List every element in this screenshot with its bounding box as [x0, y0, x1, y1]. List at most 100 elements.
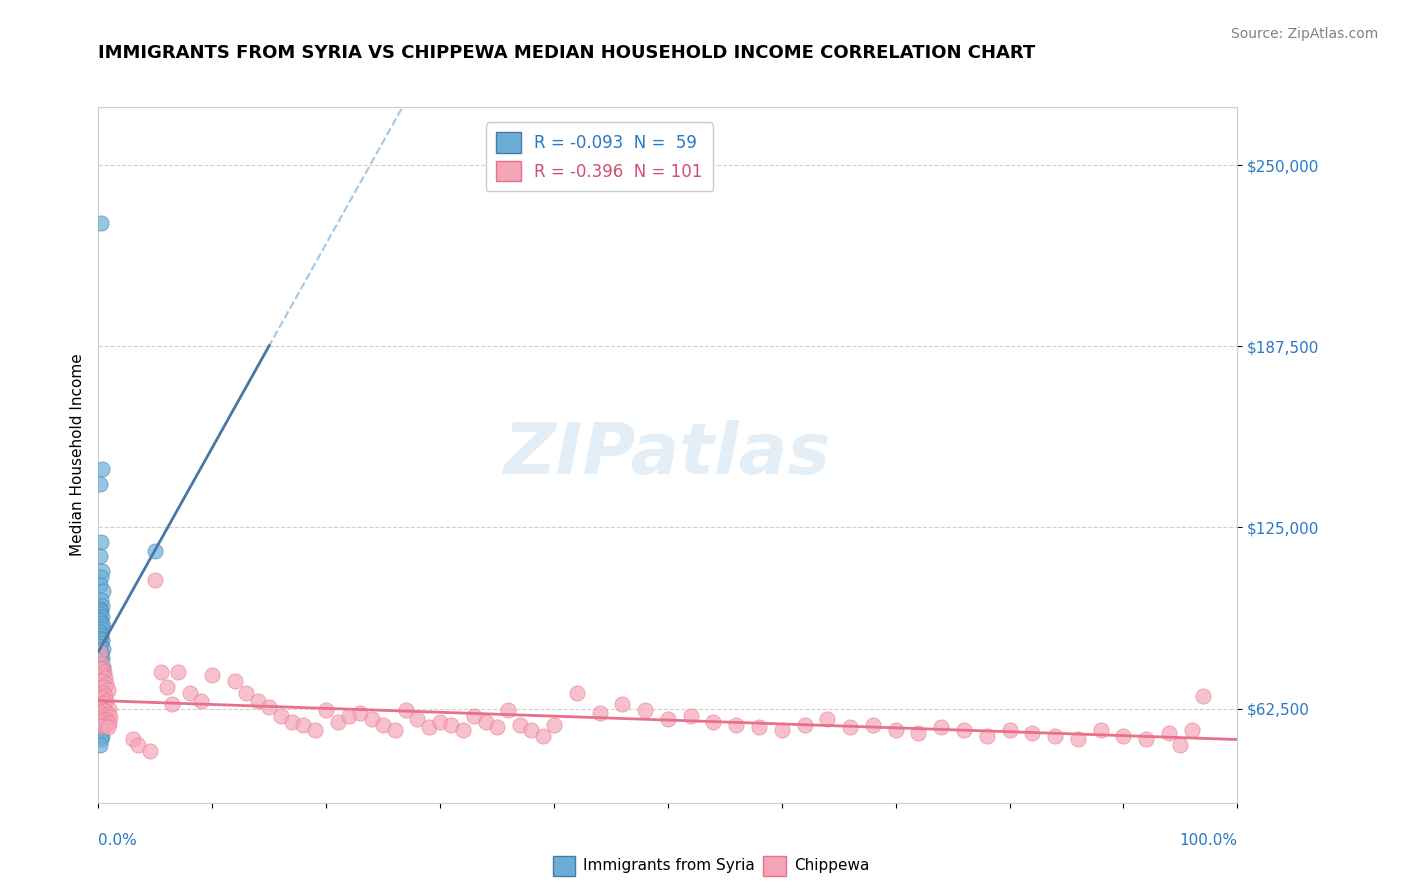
- Point: [815, 712, 838, 726]
- Point: [1090, 723, 1112, 738]
- Point: [91, 708, 114, 723]
- Point: [91, 619, 114, 633]
- Point: [90, 691, 112, 706]
- Point: [97, 701, 120, 715]
- Point: [90, 668, 112, 682]
- Point: [156, 680, 179, 694]
- Point: [360, 712, 382, 726]
- Point: [90, 706, 112, 720]
- Point: [96, 682, 118, 697]
- Point: [162, 698, 184, 712]
- Point: [91, 712, 114, 726]
- Point: [90, 462, 112, 476]
- Point: [429, 714, 451, 729]
- Point: [91, 703, 114, 717]
- Point: [406, 712, 429, 726]
- Point: [89, 549, 111, 564]
- Point: [90, 628, 112, 642]
- Point: [89, 680, 111, 694]
- Point: [90, 691, 112, 706]
- Point: [90, 633, 112, 648]
- Point: [259, 700, 281, 714]
- Point: [90, 677, 112, 691]
- Point: [90, 717, 112, 731]
- Point: [395, 703, 418, 717]
- Text: 0.0%: 0.0%: [98, 833, 138, 848]
- Point: [201, 668, 224, 682]
- Point: [543, 717, 565, 731]
- Text: Source: ZipAtlas.com: Source: ZipAtlas.com: [1230, 27, 1378, 41]
- Point: [89, 657, 111, 671]
- Point: [451, 723, 474, 738]
- Point: [91, 668, 114, 682]
- Point: [1181, 723, 1204, 738]
- Point: [884, 723, 907, 738]
- Point: [90, 216, 112, 230]
- Point: [90, 698, 112, 712]
- Point: [89, 671, 111, 685]
- Point: [90, 610, 112, 624]
- Point: [1170, 738, 1192, 752]
- Point: [90, 689, 112, 703]
- Point: [1112, 729, 1135, 743]
- Point: [91, 659, 114, 673]
- Point: [326, 714, 349, 729]
- Point: [89, 648, 111, 662]
- Point: [90, 657, 112, 671]
- Point: [89, 613, 111, 627]
- Legend: R = -0.093  N =  59, R = -0.396  N = 101: R = -0.093 N = 59, R = -0.396 N = 101: [486, 122, 713, 191]
- Point: [150, 665, 173, 680]
- Point: [953, 723, 976, 738]
- Point: [138, 744, 160, 758]
- Point: [93, 665, 115, 680]
- Point: [93, 708, 115, 723]
- Point: [91, 685, 114, 699]
- Point: [93, 680, 115, 694]
- Point: [657, 712, 679, 726]
- Point: [246, 694, 269, 708]
- Point: [96, 677, 118, 691]
- Point: [1157, 726, 1180, 740]
- Point: [89, 639, 111, 653]
- Point: [90, 674, 112, 689]
- Text: Immigrants from Syria: Immigrants from Syria: [583, 858, 755, 872]
- Point: [725, 717, 748, 731]
- Point: [224, 674, 246, 689]
- Point: [337, 708, 360, 723]
- Point: [90, 645, 112, 659]
- Text: IMMIGRANTS FROM SYRIA VS CHIPPEWA MEDIAN HOUSEHOLD INCOME CORRELATION CHART: IMMIGRANTS FROM SYRIA VS CHIPPEWA MEDIAN…: [98, 45, 1036, 62]
- Point: [588, 706, 610, 720]
- Point: [486, 721, 509, 735]
- Point: [90, 662, 112, 676]
- Point: [89, 694, 111, 708]
- Point: [90, 682, 112, 697]
- Point: [90, 622, 112, 636]
- Point: [1192, 689, 1215, 703]
- Point: [90, 592, 112, 607]
- Point: [90, 615, 112, 630]
- Point: [94, 689, 117, 703]
- Point: [90, 570, 112, 584]
- Point: [89, 624, 111, 639]
- Point: [292, 717, 315, 731]
- Point: [96, 713, 118, 727]
- Point: [91, 584, 114, 599]
- Point: [127, 738, 149, 752]
- Point: [976, 729, 998, 743]
- Point: [179, 685, 201, 699]
- Point: [90, 654, 112, 668]
- Point: [89, 578, 111, 592]
- Point: [90, 714, 112, 729]
- Point: [89, 726, 111, 740]
- Point: [90, 706, 112, 720]
- Point: [90, 662, 112, 676]
- Point: [89, 738, 111, 752]
- Point: [90, 729, 112, 743]
- Point: [304, 723, 326, 738]
- Point: [565, 685, 588, 699]
- Point: [90, 723, 112, 738]
- Point: [89, 685, 111, 699]
- Point: [474, 714, 496, 729]
- Point: [463, 708, 485, 723]
- Point: [190, 694, 212, 708]
